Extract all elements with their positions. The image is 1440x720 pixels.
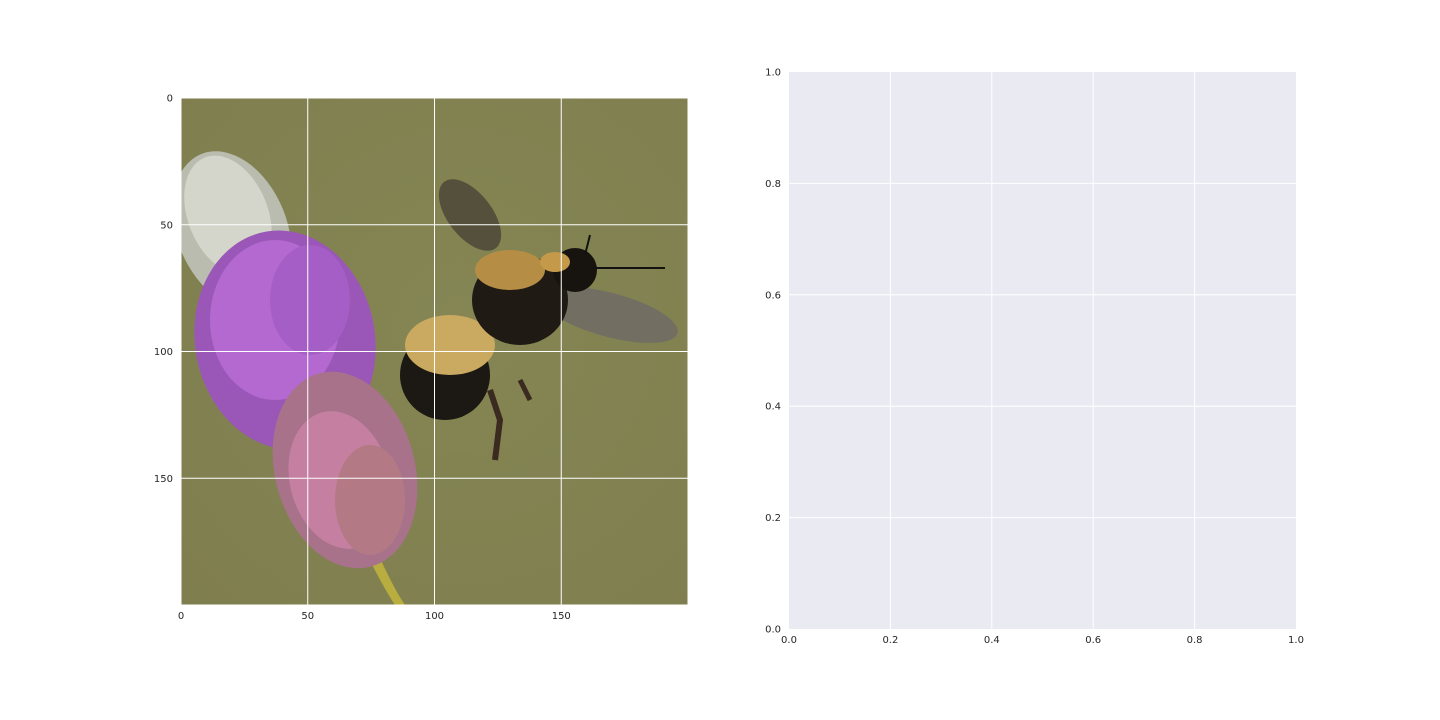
empty-y-tick-label: 0.8 (765, 179, 781, 190)
image-gridlines (181, 98, 688, 605)
image-x-tick-label: 100 (425, 611, 444, 622)
empty-y-tick-label: 0.6 (765, 290, 781, 301)
empty-y-tick-label: 1.0 (765, 68, 781, 79)
image-x-tick-label: 0 (178, 611, 184, 622)
empty-gridlines (789, 72, 1296, 629)
empty-x-tick-label: 0.2 (882, 635, 898, 646)
empty-x-tick-label: 0.0 (781, 635, 797, 646)
empty-x-tick-label: 0.4 (984, 635, 1000, 646)
empty-y-tick-label: 0.0 (765, 625, 781, 636)
empty-x-tick-labels: 0.0 0.2 0.4 0.6 0.8 1.0 (781, 635, 1304, 646)
empty-y-tick-label: 0.2 (765, 513, 781, 524)
image-y-tick-labels: 0 50 100 150 (154, 94, 173, 485)
empty-y-tick-labels: 0.0 0.2 0.4 0.6 0.8 1.0 (765, 68, 781, 636)
image-y-tick-label: 150 (154, 474, 173, 485)
image-y-tick-label: 100 (154, 347, 173, 358)
image-x-tick-labels: 0 50 100 150 (178, 611, 571, 622)
empty-axes: 0.0 0.2 0.4 0.6 0.8 1.0 0.0 0.2 0.4 0.6 0.8 1.0 (765, 68, 1304, 647)
empty-x-tick-label: 0.6 (1085, 635, 1101, 646)
image-x-tick-label: 50 (301, 611, 314, 622)
image-y-tick-label: 50 (160, 220, 173, 231)
axes-background (789, 72, 1296, 629)
image-x-tick-label: 150 (552, 611, 571, 622)
empty-x-tick-label: 0.8 (1187, 635, 1203, 646)
empty-x-tick-label: 1.0 (1288, 635, 1304, 646)
empty-y-tick-label: 0.4 (765, 402, 781, 413)
image-y-tick-label: 0 (167, 94, 173, 105)
image-axes: 0 50 100 150 0 50 100 150 (154, 94, 689, 622)
